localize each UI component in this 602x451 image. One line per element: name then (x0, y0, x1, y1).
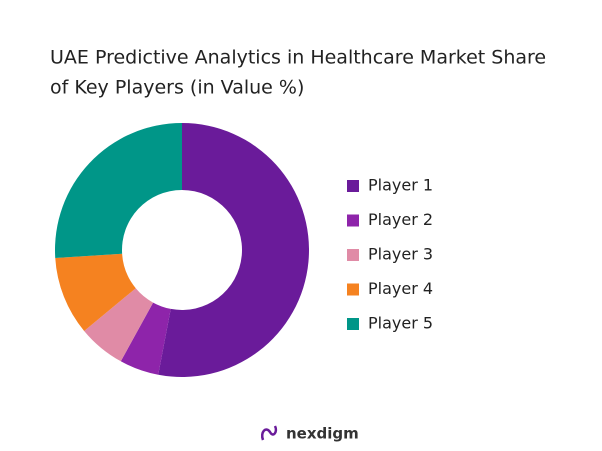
slice (55, 253, 136, 331)
legend-swatch (347, 283, 359, 296)
legend-swatch (347, 214, 359, 227)
legend-swatch (347, 318, 359, 330)
legend-swatch (347, 249, 359, 261)
legend-label: Player 5 (368, 314, 433, 333)
logo: nexdigm (261, 425, 359, 443)
chart-title: UAE Predictive Analytics in Healthcare M… (50, 47, 546, 69)
legend-label: Player 1 (368, 176, 433, 195)
slice (55, 123, 183, 258)
legend-swatch (347, 180, 359, 192)
chart-title: of Key Players (in Value %) (50, 77, 304, 99)
legend-label: Player 3 (368, 245, 433, 264)
logo-icon (261, 425, 278, 441)
legend-label: Player 2 (368, 210, 433, 229)
slice (158, 123, 310, 377)
slice (120, 302, 171, 375)
brand: nexdigm (286, 425, 359, 443)
legend-label: Player 4 (368, 279, 433, 298)
slice (84, 288, 154, 362)
